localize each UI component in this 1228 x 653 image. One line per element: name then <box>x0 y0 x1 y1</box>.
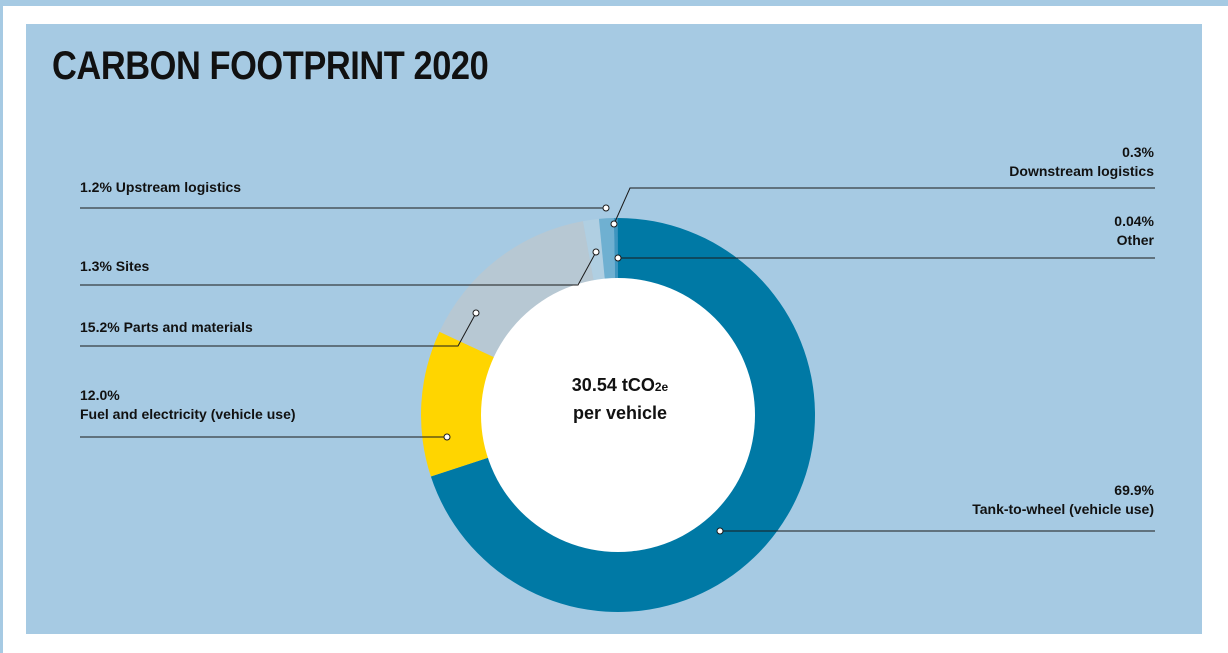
label-other-pct: 0.04% <box>1114 213 1154 229</box>
center-unit-sub: 2e <box>654 380 669 394</box>
leader-dot-tank <box>716 527 724 535</box>
label-sites: 1.3% Sites <box>80 258 150 274</box>
leader-dot-fuel <box>443 433 451 441</box>
chart-title: CARBON FOOTPRINT 2020 <box>52 44 489 88</box>
label-downstream-logistics: 0.3% Downstream logistics <box>1009 143 1154 181</box>
label-other-name: Other <box>1116 232 1154 248</box>
leader-dot-other <box>614 254 622 262</box>
leader-line-sites <box>80 251 597 286</box>
leader-line-parts <box>80 312 477 347</box>
label-fuel-pct: 12.0% <box>80 387 120 403</box>
leader-dot-sites <box>592 248 600 256</box>
label-tank-name: Tank-to-wheel (vehicle use) <box>972 501 1154 517</box>
donut-hole <box>481 278 755 552</box>
label-parts-materials: 15.2% Parts and materials <box>80 319 253 335</box>
left-border <box>0 0 3 653</box>
leader-lines <box>80 187 1155 535</box>
leader-dot-parts <box>472 309 480 317</box>
top-border <box>0 0 1228 6</box>
center-value: 30.54 tCO <box>571 375 655 395</box>
label-downstream-name: Downstream logistics <box>1009 163 1154 179</box>
label-upstream-logistics: 1.2% Upstream logistics <box>80 179 242 195</box>
leader-dot-upstream <box>602 204 610 212</box>
label-tank-pct: 69.9% <box>1114 482 1154 498</box>
label-tank-to-wheel: 69.9% Tank-to-wheel (vehicle use) <box>972 481 1154 519</box>
center-unit: per vehicle <box>572 403 668 423</box>
leader-dot-downstream <box>610 220 618 228</box>
label-other: 0.04% Other <box>1114 212 1154 250</box>
leader-line-downstream <box>613 187 1155 225</box>
center-label: 30.54 tCO2e per vehicle <box>500 372 740 426</box>
label-downstream-pct: 0.3% <box>1122 144 1154 160</box>
label-fuel-electricity: 12.0% Fuel and electricity (vehicle use) <box>80 386 296 424</box>
label-fuel-name: Fuel and electricity (vehicle use) <box>80 406 296 422</box>
